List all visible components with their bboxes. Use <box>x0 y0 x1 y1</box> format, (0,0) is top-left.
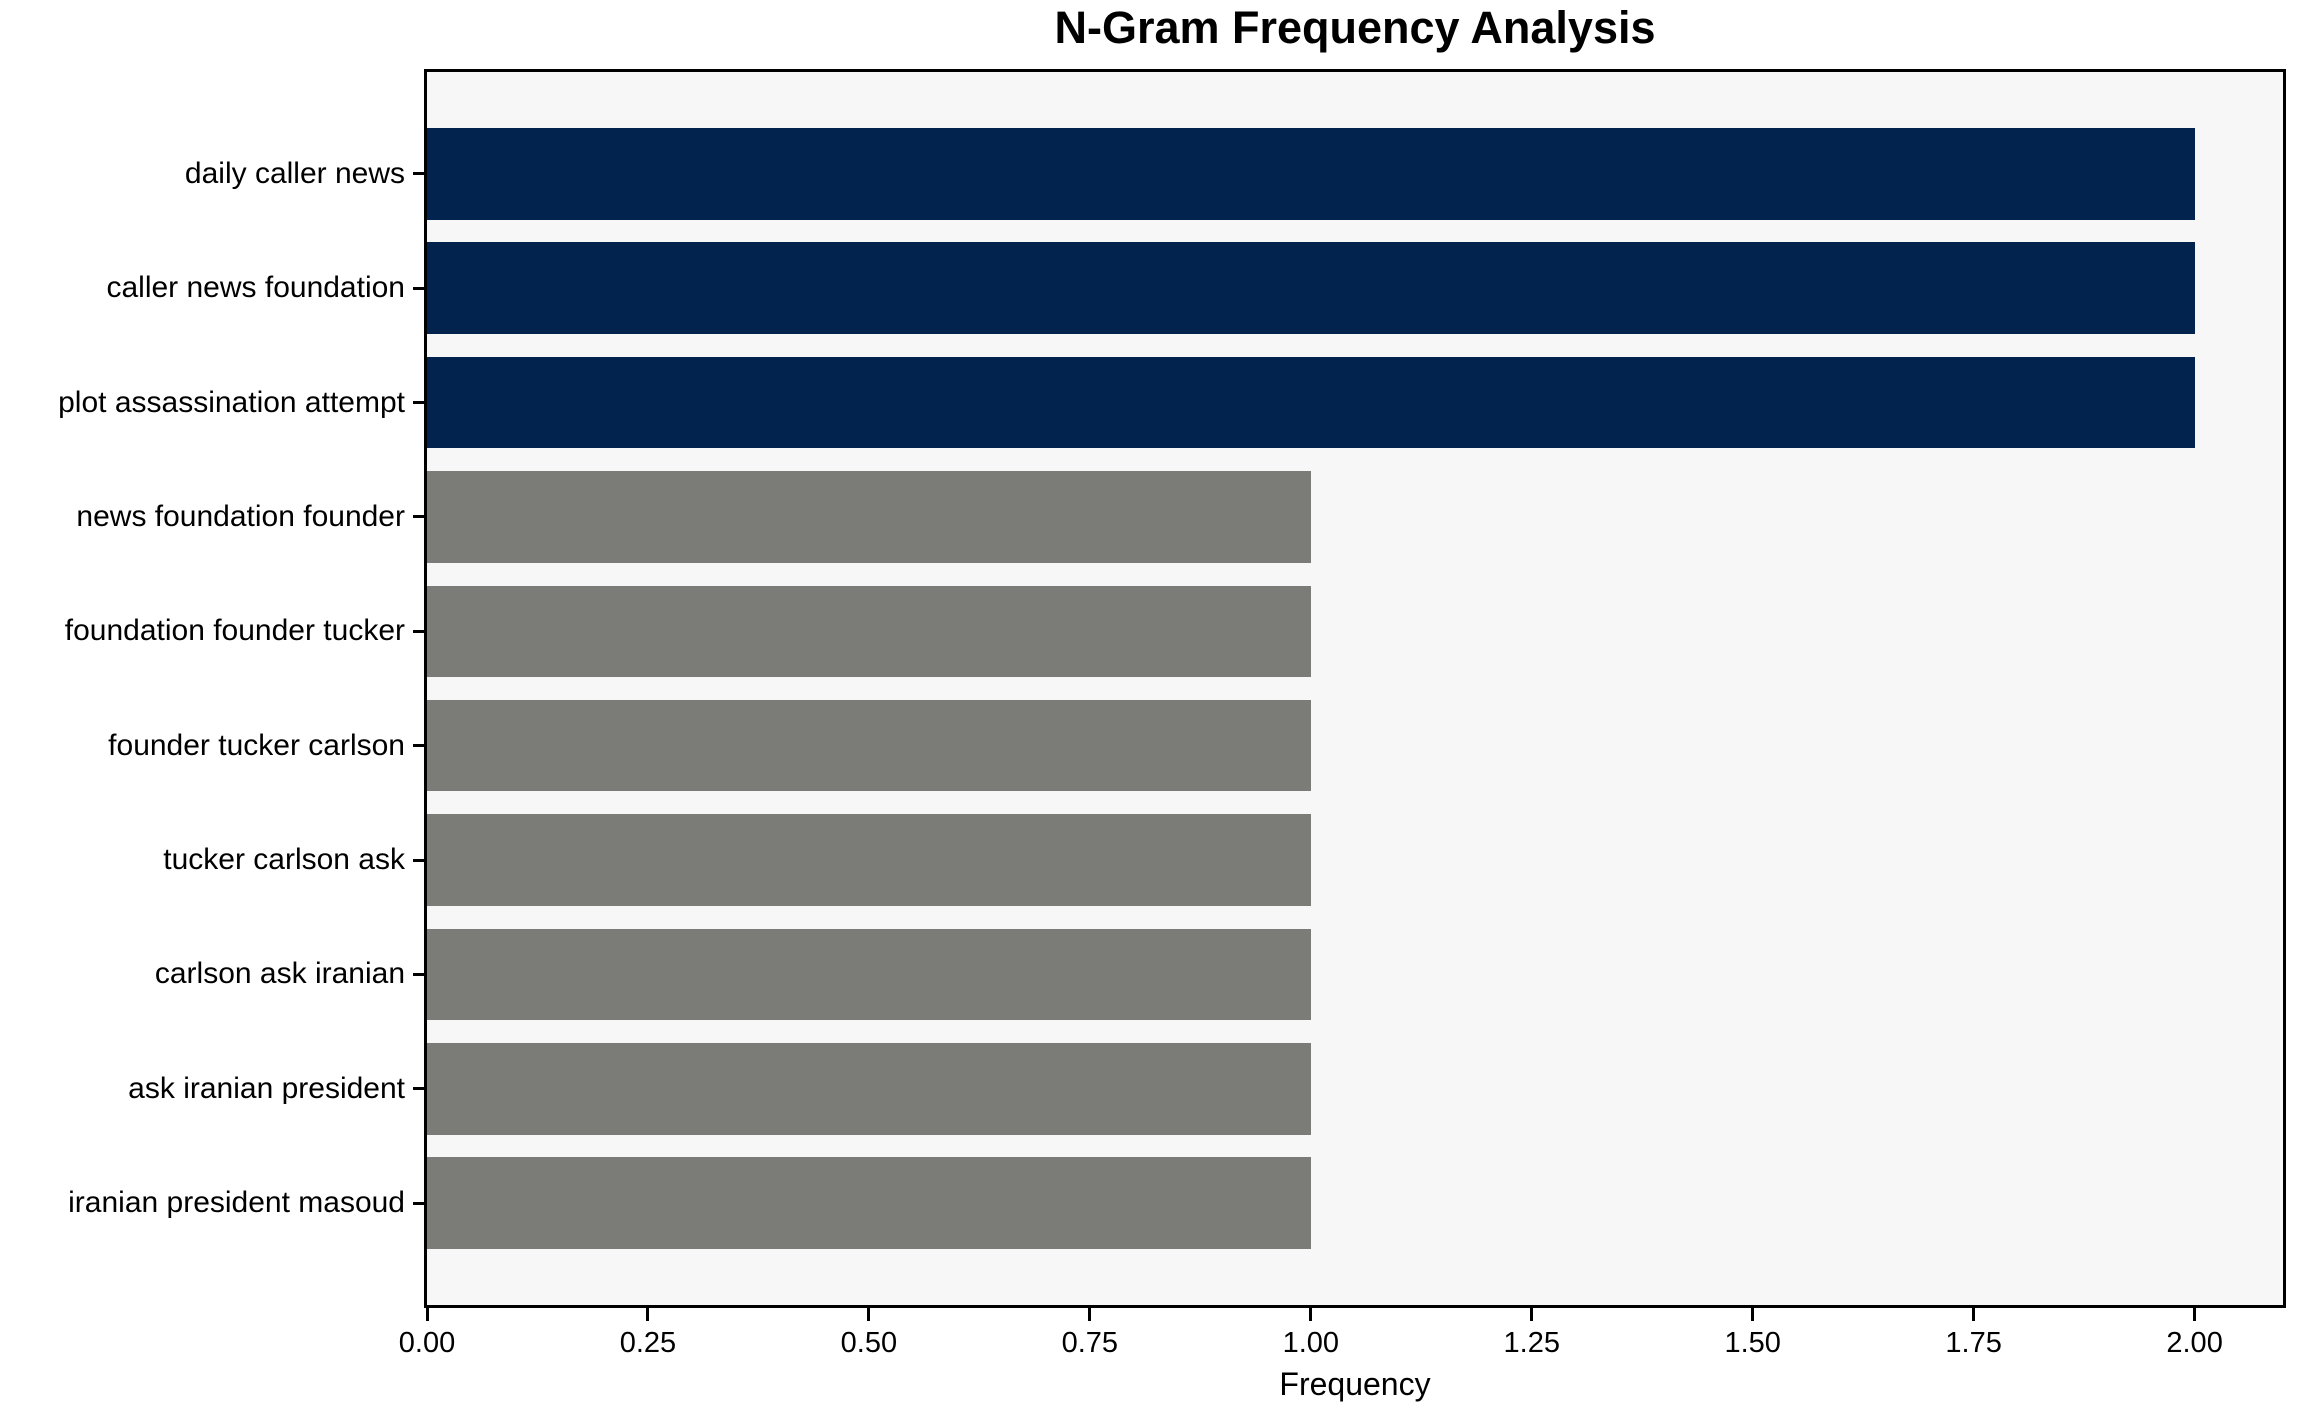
x-tick-mark <box>646 1308 650 1321</box>
y-tick-mark <box>413 744 424 748</box>
x-tick-mark <box>1751 1308 1755 1321</box>
bar-tucker-carlson-ask <box>427 814 1311 906</box>
y-tick-mark <box>413 1201 424 1205</box>
x-tick-mark <box>1972 1308 1976 1321</box>
x-tick-label: 1.25 <box>1503 1327 1560 1359</box>
y-tick-mark <box>413 172 424 176</box>
y-tick-mark <box>413 286 424 290</box>
y-tick-mark <box>413 1087 424 1091</box>
bar-carlson-ask-iranian <box>427 928 1311 1021</box>
x-tick-mark <box>1088 1308 1092 1321</box>
y-tick-mark <box>413 858 424 862</box>
y-tick-mark <box>413 515 424 519</box>
x-tick-mark <box>1309 1308 1313 1321</box>
y-tick-label: news foundation founder <box>76 499 405 533</box>
x-tick-label: 2.00 <box>2166 1327 2223 1359</box>
y-tick-label: foundation founder tucker <box>64 614 405 648</box>
x-tick-label: 1.00 <box>1282 1327 1340 1359</box>
x-tick-mark <box>1530 1308 1534 1321</box>
bar-news-foundation-founder <box>427 471 1311 563</box>
y-tick-mark <box>413 401 424 405</box>
bar-caller-news-foundation <box>427 242 2195 334</box>
plot-area <box>424 69 2286 1308</box>
y-tick-label: tucker carlson ask <box>163 843 405 877</box>
y-tick-mark <box>413 629 424 633</box>
bar-foundation-founder-tucker <box>427 585 1311 678</box>
y-tick-label: carlson ask iranian <box>154 957 405 991</box>
x-tick-label: 1.50 <box>1724 1327 1781 1359</box>
chart-title: N-Gram Frequency Analysis <box>1054 2 1656 53</box>
y-tick-mark <box>413 972 424 976</box>
x-tick-label: 0.00 <box>398 1327 456 1359</box>
bar-iranian-president-masoud <box>427 1157 1311 1249</box>
y-tick-label: founder tucker carlson <box>108 728 405 762</box>
x-axis-title: Frequency <box>1279 1366 1431 1402</box>
bar-founder-tucker-carlson <box>427 699 1311 792</box>
x-tick-label: 0.50 <box>840 1327 898 1359</box>
y-tick-label: ask iranian president <box>128 1071 405 1105</box>
x-tick-label: 1.75 <box>1945 1327 2002 1359</box>
bar-daily-caller-news <box>427 128 2195 220</box>
y-tick-label: daily caller news <box>184 156 405 190</box>
y-tick-label: iranian president masoud <box>68 1186 405 1220</box>
x-tick-mark <box>867 1308 871 1321</box>
y-tick-label: plot assassination attempt <box>58 385 405 419</box>
bar-ask-iranian-president <box>427 1043 1311 1135</box>
x-tick-mark <box>2193 1308 2197 1321</box>
x-tick-mark <box>425 1308 429 1321</box>
x-tick-label: 0.25 <box>619 1327 677 1359</box>
x-tick-label: 0.75 <box>1061 1327 1119 1359</box>
bar-plot-assassination-attempt <box>427 356 2195 449</box>
y-tick-label: caller news foundation <box>106 271 405 305</box>
